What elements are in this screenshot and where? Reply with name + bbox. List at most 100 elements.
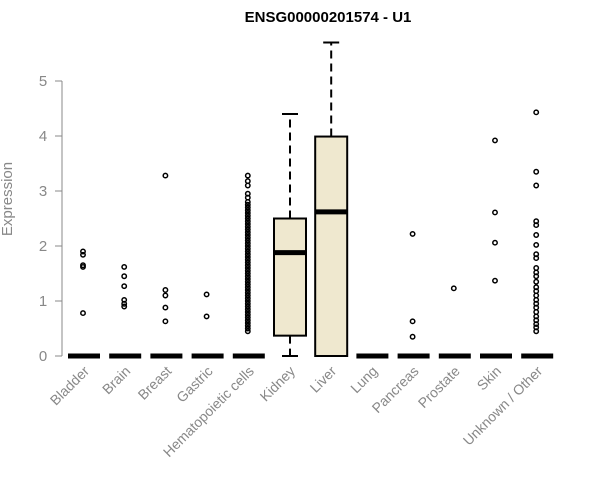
x-tick-label: Prostate [415,363,463,411]
outlier-point [162,287,169,293]
outlier-point [244,300,251,307]
x-tick-label: Brain [99,363,133,397]
outlier-point [244,254,251,260]
outlier-point [492,209,498,216]
outlier-point [244,237,251,244]
outlier-point [244,190,251,197]
outlier-point [244,240,251,247]
y-tick-label: 1 [39,293,47,310]
outlier-point [244,273,251,280]
outlier-point [244,309,251,315]
outlier-point [244,248,251,255]
box-gastric [191,291,224,359]
outlier-point [492,277,498,284]
x-tick-label: Kidney [257,363,299,405]
outlier-point [244,243,251,249]
outlier-point [492,137,498,144]
outlier-point [533,232,540,238]
outlier-point [244,317,251,324]
outlier-point [244,234,251,241]
x-tick-label: Lung [347,363,380,396]
outlier-point [244,306,251,313]
y-tick-label: 0 [39,348,47,365]
outlier-point [244,292,251,299]
outlier-point [533,324,540,331]
y-tick-label: 2 [39,238,47,255]
outlier-point [121,283,128,290]
outlier-point [244,245,251,252]
outlier-point [121,263,128,270]
y-axis-label: Expression [0,162,16,236]
x-tick-label: Skin [474,363,505,394]
outlier-point [533,182,540,189]
outlier-point [121,296,128,303]
box-breast [150,172,183,359]
outlier-point [244,229,251,236]
outlier-point [244,284,251,291]
outlier-point [244,210,251,216]
outlier-point [244,303,251,310]
outlier-point [533,265,540,271]
y-tick-label: 5 [39,73,47,90]
outlier-point [244,221,251,227]
box-unknown-other [521,109,554,359]
y-tick-label: 3 [39,183,47,200]
outlier-point [244,207,251,214]
outlier-point [533,278,540,285]
outlier-point [533,241,540,248]
box-body [273,217,307,337]
outlier-point [244,278,251,285]
outlier-point [244,320,251,326]
outlier-point [121,273,128,280]
outlier-point [244,328,251,335]
outlier-point [244,256,251,263]
outlier-point [492,239,498,246]
outlier-point [244,270,251,277]
outlier-point [533,168,540,175]
outlier-point [244,267,251,274]
outlier-point [409,230,416,237]
outlier-point [244,322,251,329]
outlier-point [244,295,251,302]
outlier-point [244,289,251,296]
box-liver [314,41,349,357]
outlier-point [533,251,540,258]
box-brain [109,263,142,359]
outlier-point [203,313,210,320]
outlier-point [244,276,251,282]
y-tick-label: 4 [39,128,47,145]
outlier-point [244,262,251,269]
outlier-point [244,201,251,208]
box-body [314,135,349,357]
outlier-point [80,248,86,255]
x-tick-label: Bladder [47,363,93,409]
outlier-point [533,218,540,225]
outlier-point [244,226,251,233]
outlier-point [244,251,251,258]
outlier-point [244,259,251,266]
outlier-point [244,218,251,225]
outlier-point [244,265,251,271]
outlier-point [244,281,251,288]
outlier-point [80,262,86,269]
outlier-point [244,204,251,211]
box-bladder [68,248,100,359]
outlier-point [203,291,210,298]
box-kidney [273,113,307,357]
boxes [68,41,554,359]
x-tick-label: Breast [135,363,175,403]
outlier-point [244,314,251,321]
outlier-point [533,284,540,291]
outlier-point [409,318,416,325]
outlier-point [450,285,457,292]
box-hematopoietic-cells [232,172,265,359]
outlier-point [244,215,251,222]
outlier-point [244,311,251,318]
outlier-point [162,304,169,311]
box-prostate [438,285,471,359]
outlier-point [244,172,251,179]
outlier-point [244,232,251,238]
outlier-point [80,251,86,258]
x-tick-label: Liver [307,363,340,396]
